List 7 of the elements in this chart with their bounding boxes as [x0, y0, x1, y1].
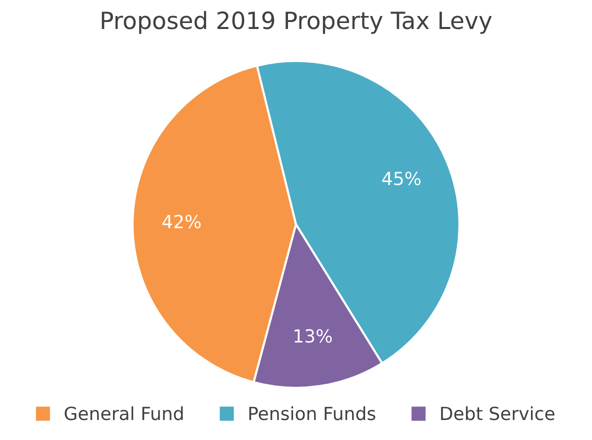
data-label: 45% [382, 172, 421, 186]
legend-label: Debt Service [441, 406, 554, 420]
data-label: 42% [162, 214, 201, 228]
chart-title: Proposed 2019 Property Tax Levy [102, 11, 492, 34]
data-label: 13% [294, 329, 332, 343]
legend-label: Pension Funds [249, 406, 376, 420]
legend-label: General Fund [64, 406, 183, 420]
